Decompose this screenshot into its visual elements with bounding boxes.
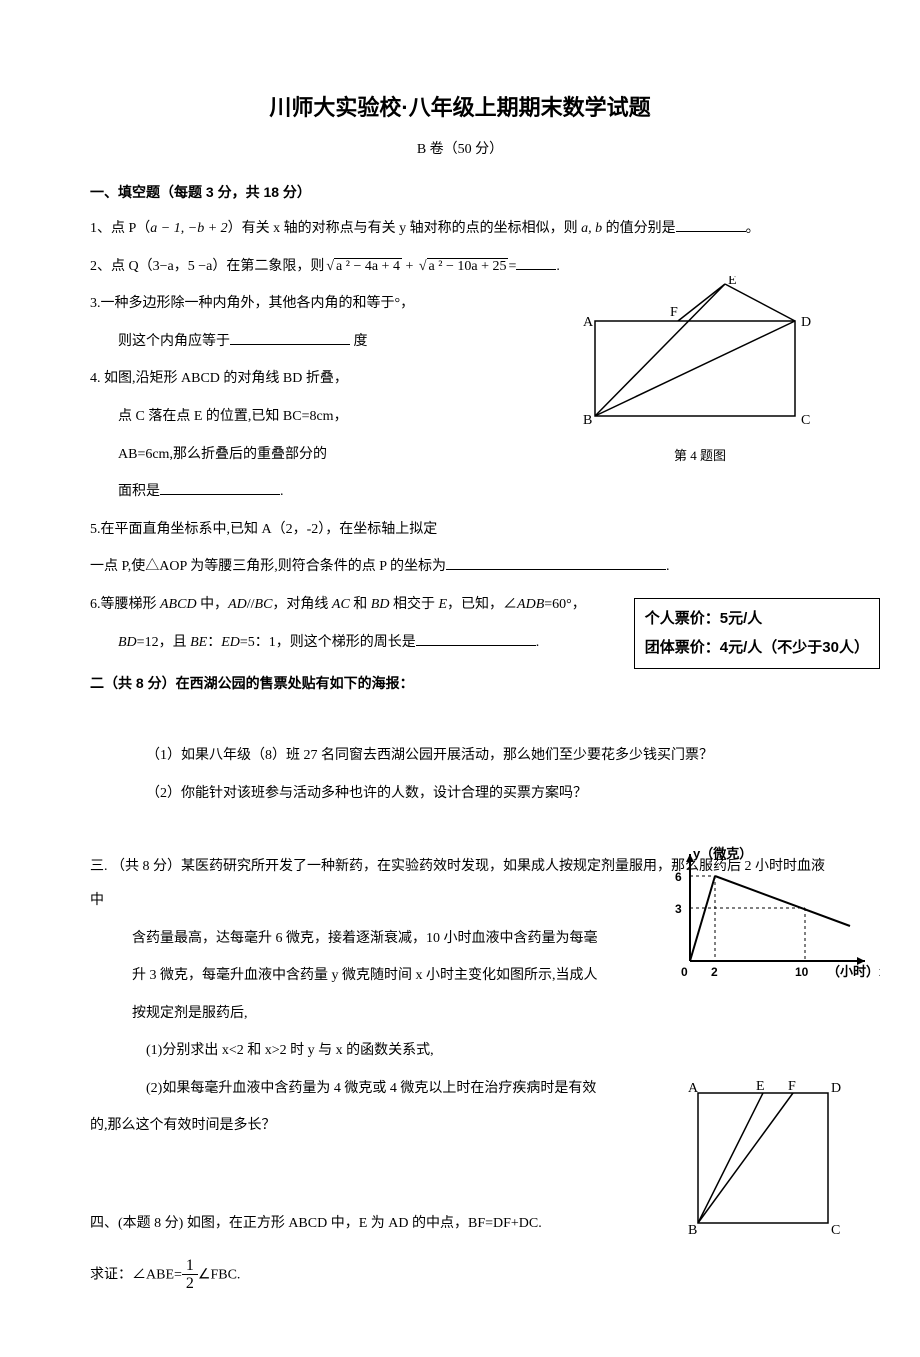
chart-y-label: y（微克） [693, 846, 752, 861]
ytick-6: 6 [675, 870, 682, 884]
q6a: 6.等腰梯形 [90, 597, 160, 612]
xtick-10: 10 [795, 965, 809, 979]
question-5b: 一点 P,使△AOP 为等腰三角形,则符合条件的点 P 的坐标为. [90, 550, 830, 584]
xtick-2: 2 [711, 965, 718, 979]
section2-heading: 二（共 8 分）在西湖公园的售票处贴有如下的海报： [90, 673, 830, 693]
q1-text-c: 的值分别是 [602, 221, 676, 236]
label-D: D [801, 315, 811, 330]
spacer [90, 703, 830, 739]
q2-end: . [556, 259, 560, 274]
q6-abcd: ABCD [160, 597, 197, 612]
label-A: A [688, 1081, 699, 1096]
q6h: BD [118, 635, 137, 650]
square-svg: A B C D E F [678, 1078, 848, 1238]
figure-chart: y（微克） （小时）x 6 3 0 2 10 [665, 846, 880, 986]
q6j: =5：1，则这个梯形的周长是 [240, 635, 416, 650]
label-B: B [583, 413, 592, 428]
q2-blank [516, 269, 556, 270]
fraction-half: 12 [182, 1257, 198, 1293]
q6-blank [416, 645, 536, 646]
q2-plus: + [402, 259, 417, 274]
label-E: E [728, 276, 737, 288]
figure-q4: A B C D E F 第 4 题图 [575, 276, 825, 464]
q4-blank [160, 494, 280, 495]
q6i: =12，且 [137, 635, 190, 650]
q1-end: 。 [746, 221, 760, 236]
question-1: 1、点 P（a − 1, −b + 2）有关 x 轴的对称点与有关 y 轴对称的… [90, 212, 830, 246]
xtick-0: 0 [681, 965, 688, 979]
section4-proof: 求证：∠ABE=12∠FBC. [90, 1257, 830, 1293]
q6-bd: BD [371, 597, 390, 612]
q5-end: . [666, 559, 670, 574]
spacer [90, 1245, 830, 1257]
q4-end: . [280, 484, 284, 499]
question-5a: 5.在平面直角坐标系中,已知 A（2，-2），在坐标轴上拟定 [90, 513, 830, 547]
section1-heading: 一、填空题（每题 3 分，共 18 分） [90, 182, 830, 202]
label-A: A [583, 315, 594, 330]
q6-par: // [247, 597, 255, 612]
q2-text-a: 2、点 Q（3−a，5 −a）在第二象限，则 [90, 259, 324, 274]
s4-proof-b: ∠FBC. [198, 1267, 241, 1282]
q6b: 中， [197, 597, 229, 612]
chart-x-label: （小时）x [827, 964, 880, 979]
label-C: C [831, 1223, 840, 1238]
q6-colon: ： [207, 635, 221, 650]
q6-bc: BC [255, 597, 273, 612]
spacer [90, 814, 830, 850]
q3-unit: 度 [350, 334, 368, 349]
q6d: 和 [350, 597, 371, 612]
q2-sqrt1: a ² − 4a + 4 [334, 258, 402, 274]
section3-l3: 按规定剂是服药后, [90, 997, 830, 1031]
q6-be: BE [190, 635, 207, 650]
chart-svg: y（微克） （小时）x 6 3 0 2 10 [665, 846, 880, 981]
q1-text-b: ）有关 x 轴的对称点与有关 y 轴对称的点的坐标相似，则 [228, 221, 582, 236]
sqrt-icon: a ² − 4a + 4 [324, 250, 402, 284]
q6g: =60°， [544, 597, 586, 612]
label-E: E [756, 1079, 765, 1094]
sqrt-icon: a ² − 10a + 25 [417, 250, 509, 284]
ytick-3: 3 [675, 902, 682, 916]
section2-sub2: （2）你能针对该班参与活动多种也许的人数，设计合理的买票方案吗？ [90, 777, 830, 811]
label-F: F [788, 1079, 796, 1094]
q4-text-d: 面积是 [118, 484, 160, 499]
question-4d: 面积是. [90, 475, 830, 509]
figure-q4-caption: 第 4 题图 [575, 445, 825, 464]
q6-end: . [536, 635, 540, 650]
exam-page: 川师大实验校·八年级上期期末数学试题 B 卷（50 分） 一、填空题（每题 3 … [0, 0, 920, 1357]
q6-evar: E [438, 597, 447, 612]
figure-q4-svg: A B C D E F [575, 276, 825, 436]
q6c: ，对角线 [272, 597, 332, 612]
price-line2: 团体票价：4元/人（不少于30人） [645, 634, 869, 663]
label-C: C [801, 413, 810, 428]
label-D: D [831, 1081, 841, 1096]
q6e: 相交于 [389, 597, 438, 612]
figure-square: A B C D E F [678, 1078, 848, 1243]
q1-vars: a, b [581, 221, 602, 236]
q6-ad: AD [228, 597, 247, 612]
q3-text-b: 则这个内角应等于 [118, 334, 230, 349]
label-B: B [688, 1223, 697, 1238]
section2-sub1: （1）如果八年级（8）班 27 名同窗去西湖公园开展活动，那么她们至少要花多少钱… [90, 739, 830, 773]
q2-sqrt2: a ² − 10a + 25 [427, 258, 509, 274]
q6-adb: ADB [517, 597, 544, 612]
q6-ed: ED [221, 635, 240, 650]
q6f: ，已知，∠ [447, 597, 517, 612]
section3-sub1: (1)分别求出 x<2 和 x>2 时 y 与 x 的函数关系式, [90, 1034, 830, 1068]
q1-blank [676, 231, 746, 232]
q5-text-b: 一点 P,使△AOP 为等腰三角形,则符合条件的点 P 的坐标为 [90, 559, 446, 574]
q5-blank [446, 569, 666, 570]
s4-proof-a: 求证：∠ABE= [90, 1267, 182, 1282]
q3-blank [230, 344, 350, 345]
page-title: 川师大实验校·八年级上期期末数学试题 [90, 90, 830, 122]
q6-ac: AC [332, 597, 350, 612]
price-box: 个人票价：5元/人 团体票价：4元/人（不少于30人） [634, 598, 880, 669]
price-line1: 个人票价：5元/人 [645, 605, 869, 634]
q1-expr: a − 1, −b + 2 [150, 221, 227, 236]
label-F: F [670, 305, 678, 320]
q2-eq: = [508, 259, 516, 274]
page-subtitle: B 卷（50 分） [90, 138, 830, 158]
q1-text-a: 1、点 P（ [90, 221, 150, 236]
